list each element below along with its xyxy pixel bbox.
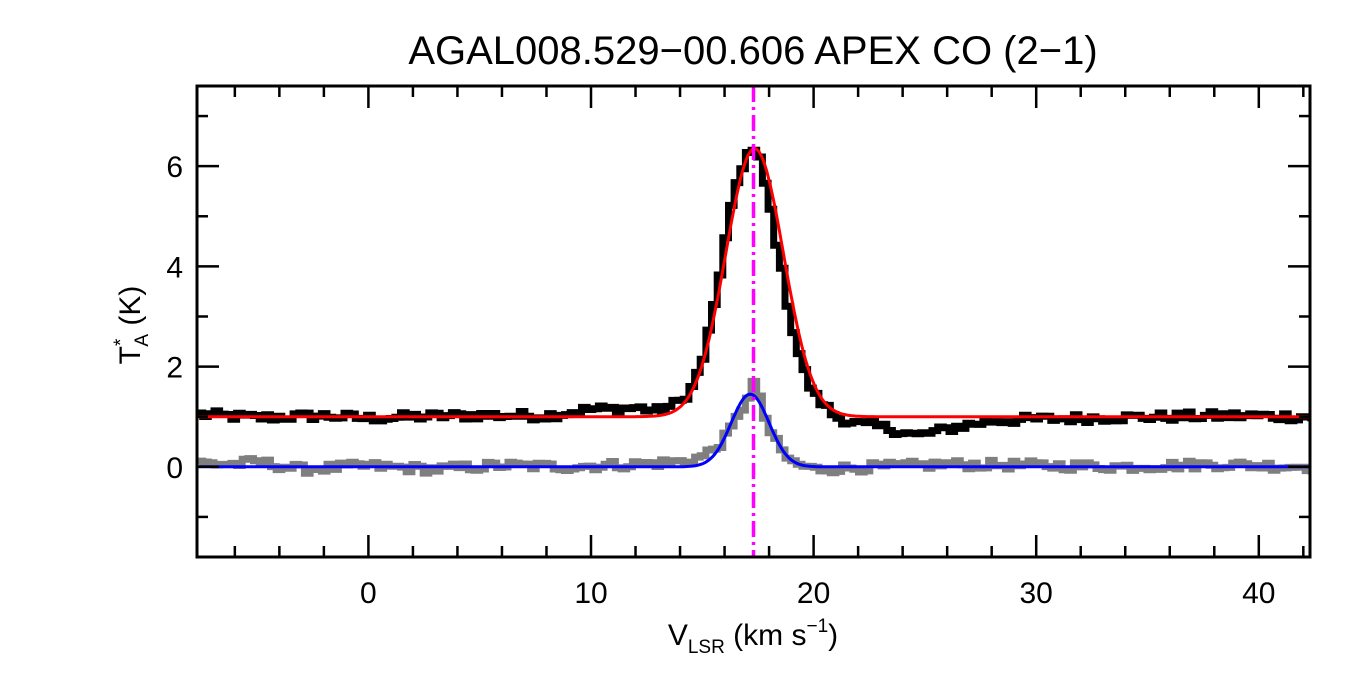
x-axis-label-sub: LSR xyxy=(688,637,725,658)
axes: 0 10 20 30 40 0 2 4 6 xyxy=(166,84,1312,610)
x-axis-label-main: V xyxy=(668,619,688,652)
plot-series-group xyxy=(197,86,1310,557)
y-tick-label: 0 xyxy=(166,452,183,485)
x-axis-label-close: ) xyxy=(828,619,838,652)
y-axis-label: T*A (K) xyxy=(111,286,153,365)
x-tick-label: 40 xyxy=(1242,577,1275,610)
x-tick-label: 30 xyxy=(1020,577,1053,610)
x-tick-label: 10 xyxy=(574,577,607,610)
gaussian-fit-line-1 xyxy=(197,392,1310,469)
x-axis-label-unit: (km s xyxy=(725,619,807,652)
x-axis-label: VLSR (km s−1) xyxy=(668,616,838,658)
spectrum-step-line-1 xyxy=(197,377,1310,477)
y-tick-label: 2 xyxy=(166,352,183,385)
y-tick-label: 6 xyxy=(166,151,183,184)
y-axis-label-unit: (K) xyxy=(114,286,147,334)
x-axis-label-sup: −1 xyxy=(806,616,828,637)
x-tick-label: 20 xyxy=(797,577,830,610)
plot-frame xyxy=(195,84,1312,559)
y-axis-label-sub: A xyxy=(132,334,153,347)
y-tick-label: 4 xyxy=(166,251,183,284)
y-axis-label-main: T xyxy=(114,346,147,364)
chart-title: AGAL008.529−00.606 APEX CO (2−1) xyxy=(408,29,1097,73)
x-tick-label: 0 xyxy=(360,577,377,610)
y-axis-label-sup: * xyxy=(111,338,132,346)
plot-area xyxy=(197,86,1310,557)
